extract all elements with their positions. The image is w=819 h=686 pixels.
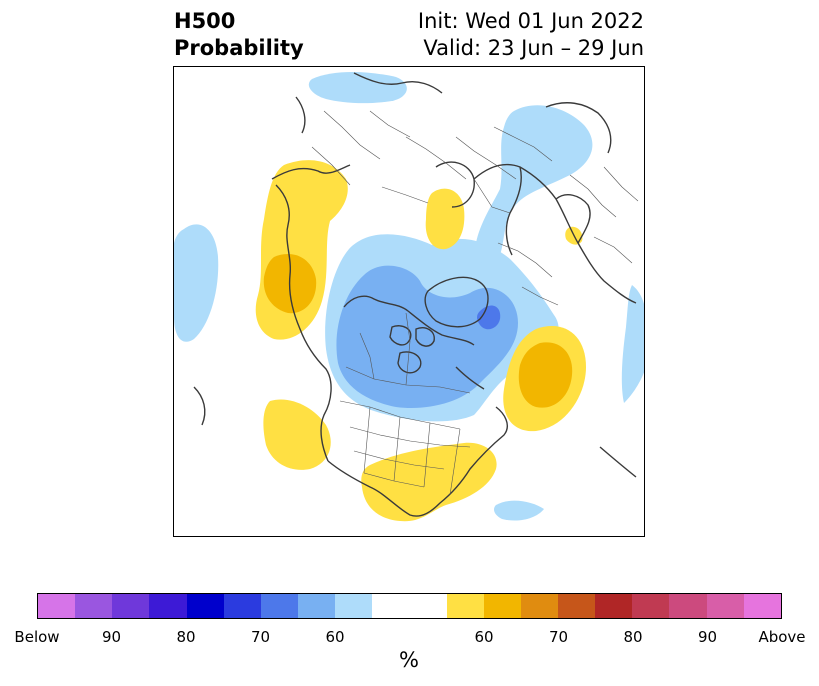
colorbar-segment [632,594,670,618]
colorbar-segment [669,594,707,618]
colorbar-segment [743,594,781,618]
colorbar-tick-label: 70 [250,628,271,646]
below-anomaly-pacific [174,224,219,342]
colorbar-segment [372,594,447,618]
colorbar-segment [595,594,633,618]
colorbar-tick-label: 60 [474,628,494,646]
above-anomaly-siberia [425,188,465,250]
above-anomaly-eastern-us [361,442,497,522]
colorbar-segment [557,594,596,618]
above-anomaly-pacific [263,399,331,470]
below-anomaly-east-edge [621,285,644,403]
colorbar-segment [260,594,298,618]
colorbar-segment [223,594,261,618]
colorbar-tick-label: Above [758,628,806,646]
below-anomaly-arctic-core [477,305,501,330]
colorbar-segment [297,594,336,618]
colorbar-tick-label: 90 [101,628,122,646]
below-anomaly-north-atlantic [308,72,407,104]
above-anomaly-atlantic-core [518,342,573,408]
colorbar-segment [75,594,113,618]
map-dates: Init: Wed 01 Jun 2022 Valid: 23 Jun – 29… [418,8,644,62]
colorbar-segment [112,594,150,618]
political-borders [311,110,639,496]
colorbar-segment [483,594,521,618]
colorbar-tick-label: 80 [176,628,196,646]
below-anomaly-east-atlantic [494,500,544,521]
colorbar-tick-label: 80 [623,628,643,646]
colorbar-segment [520,594,558,618]
valid-period: Valid: 23 Jun – 29 Jun [423,36,644,60]
colorbar-tick-label: Below [14,628,60,646]
colorbar-segment [38,594,76,618]
title-variable: H500 [174,9,236,33]
colorbar-unit: % [399,648,419,672]
map-panel [173,66,645,537]
init-date: Init: Wed 01 Jun 2022 [417,9,644,33]
probability-colorbar [37,593,782,619]
colorbar-segment [446,594,484,618]
title-product: Probability [174,36,304,60]
map-title: H500 Probability [174,8,304,62]
colorbar-segment [706,594,744,618]
polar-map [174,72,644,522]
colorbar-segment [335,594,373,618]
colorbar-tick-label: 90 [697,628,718,646]
colorbar-tick-label: 60 [325,628,345,646]
colorbar-tick-label: 70 [548,628,569,646]
colorbar-segment [149,594,187,618]
colorbar-segment [186,594,224,618]
below-anomaly-russia [475,105,593,267]
